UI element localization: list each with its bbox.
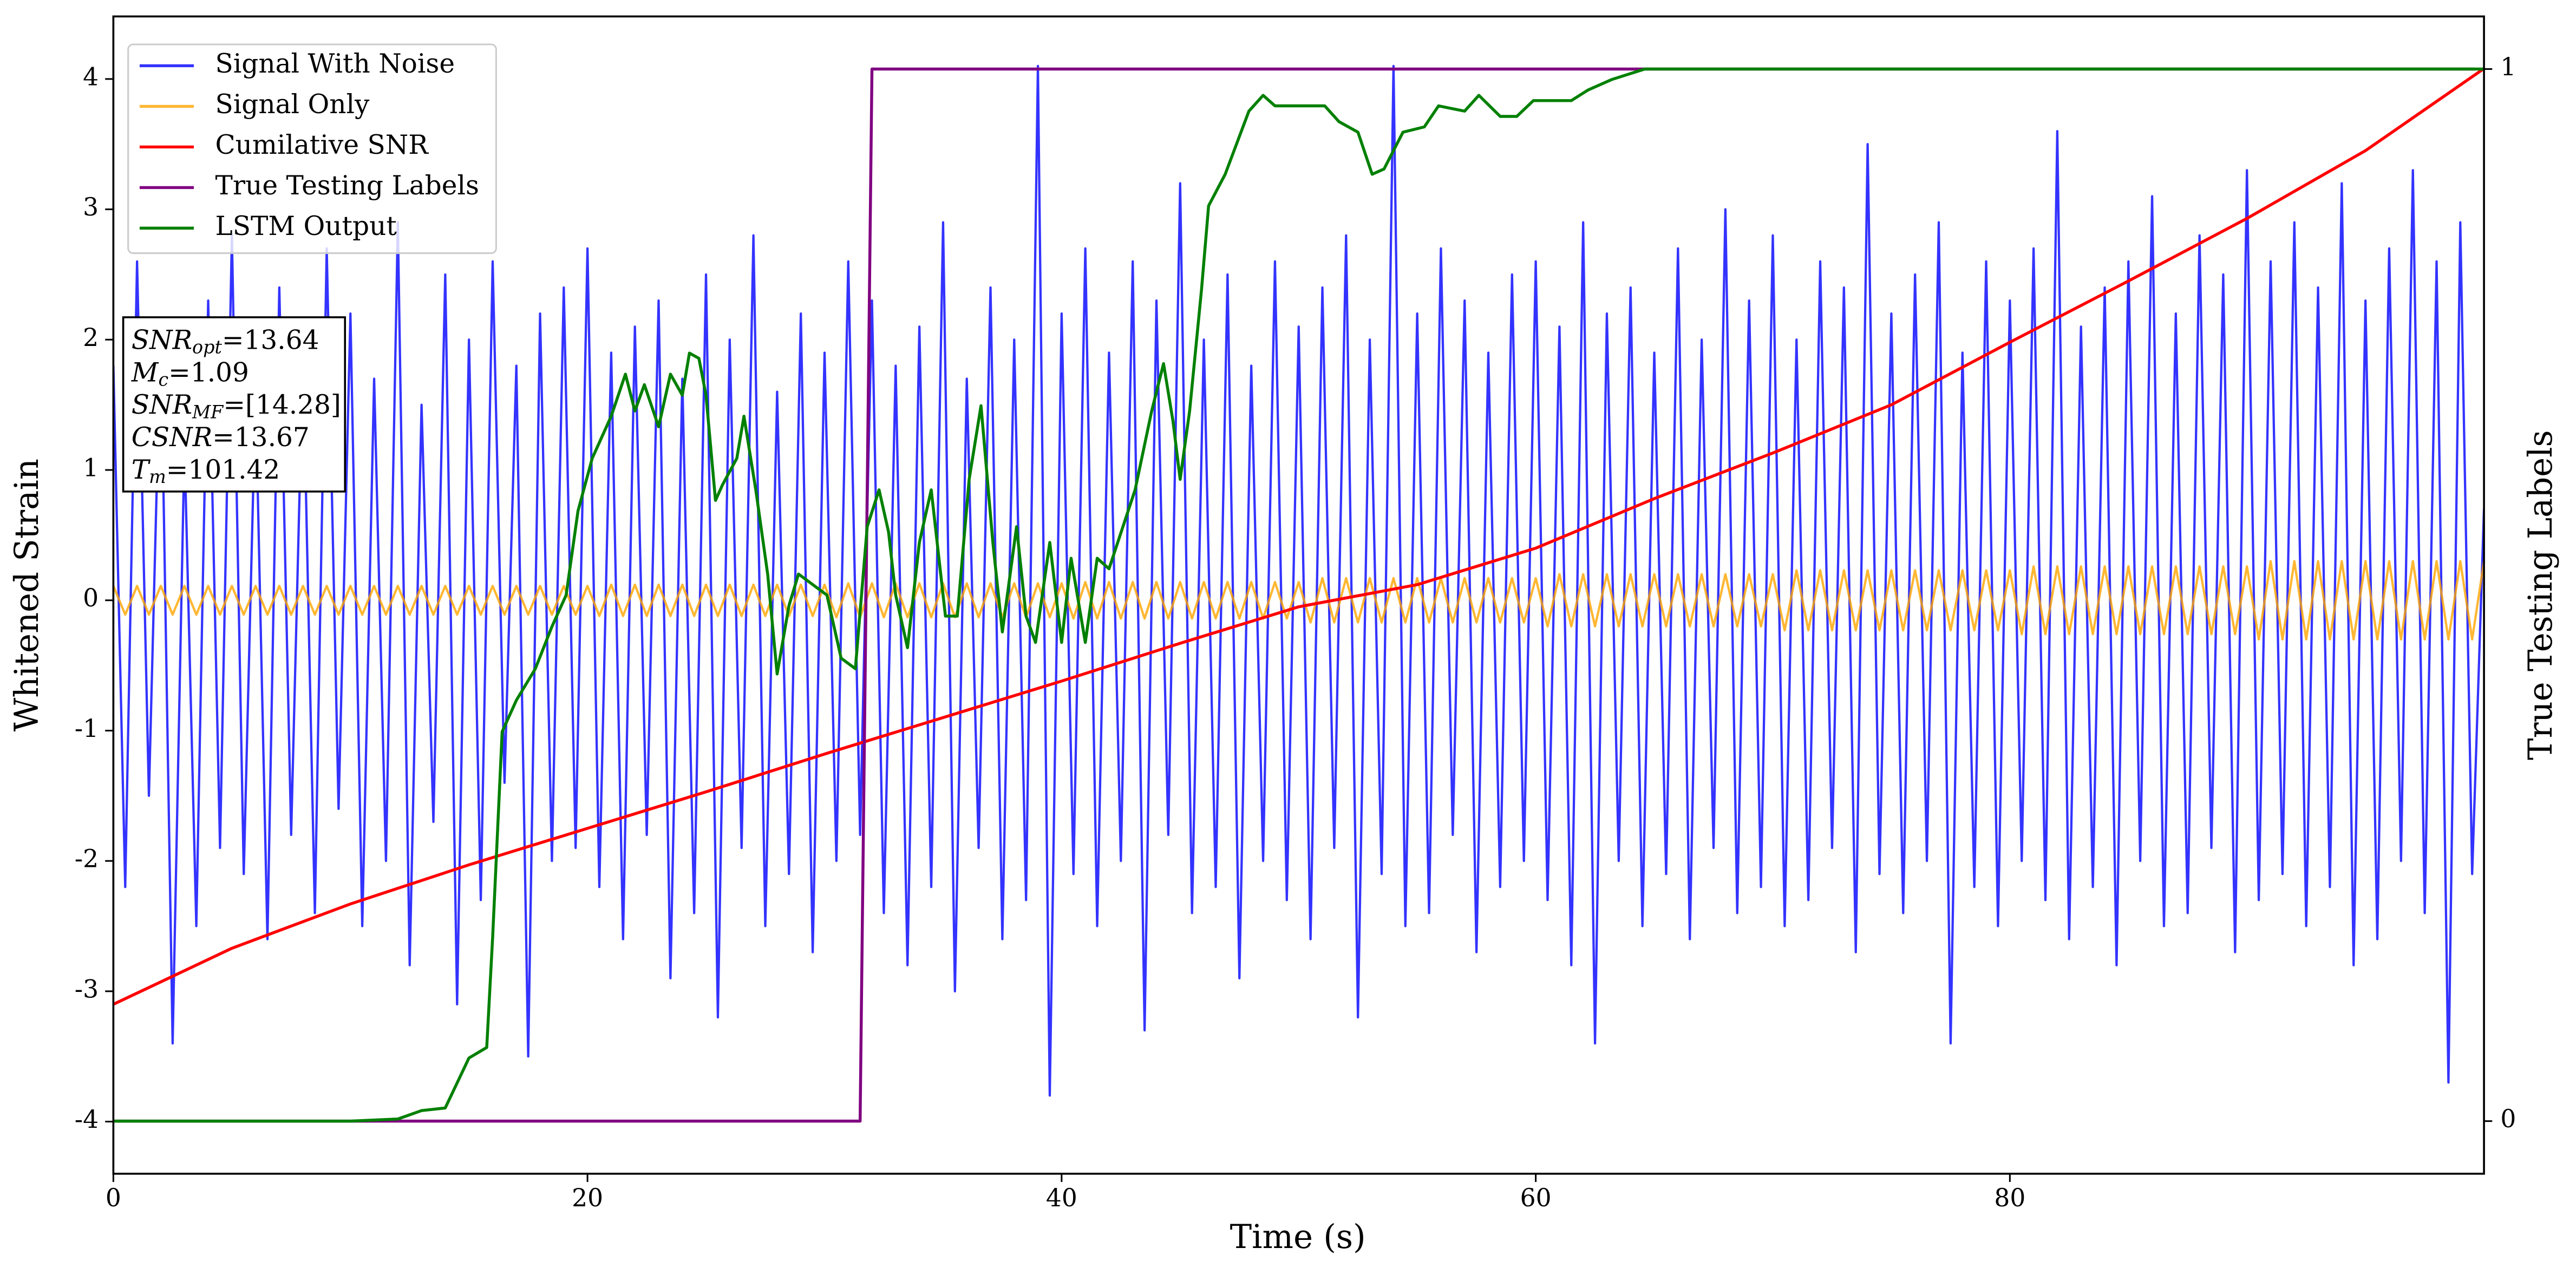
- y-tick-label: -1: [75, 714, 99, 743]
- annotation-value: =13.64: [222, 325, 319, 355]
- annotation-symbol: SNR: [132, 325, 192, 355]
- annotation-value: =1.09: [168, 357, 249, 388]
- y-tick-label: -2: [75, 845, 99, 873]
- annotation-value: =[14.28]: [223, 390, 341, 420]
- annotation-line: Mc=1.09: [131, 357, 249, 390]
- y2-axis-label: True Testing Labels: [2522, 430, 2560, 760]
- y-tick-label: -4: [75, 1105, 99, 1134]
- annotation-subscript: MF: [192, 401, 224, 422]
- legend-frame: [127, 43, 497, 254]
- series-line: [113, 560, 2485, 641]
- plot-area: [113, 64, 2485, 1123]
- annotation-subscript: opt: [192, 337, 222, 358]
- annotation-symbol: T: [132, 454, 151, 485]
- annotation-subscript: m: [149, 466, 166, 487]
- series-line: [113, 64, 2485, 1097]
- annotation-value: =13.67: [212, 422, 310, 452]
- legend-label: Signal Only: [215, 89, 370, 120]
- legend-label: Cumilative SNR: [215, 130, 429, 160]
- y-axis-label: Whitened Strain: [8, 459, 46, 731]
- y-tick-label: 4: [83, 62, 99, 91]
- y-tick-label: 3: [83, 193, 99, 221]
- x-axis-label: Time (s): [1230, 1218, 1366, 1256]
- x-tick-label: 0: [106, 1184, 121, 1212]
- annotation-line: CSNR=13.67: [132, 422, 310, 452]
- series-line: [113, 67, 2485, 1123]
- x-tick-label: 60: [1520, 1184, 1552, 1212]
- annotation-box: SNRopt=13.64Mc=1.09SNRMF=[14.28]CSNR=13.…: [122, 316, 346, 493]
- series-line: [113, 67, 2485, 1006]
- x-tick-label: 40: [1046, 1184, 1077, 1212]
- y-tick-label: 1: [83, 453, 99, 482]
- annotation-line: Tm=101.42: [132, 454, 280, 487]
- legend-label: True Testing Labels: [215, 171, 479, 201]
- annotation-value: =101.42: [166, 454, 280, 485]
- annotation-symbol: M: [131, 357, 159, 388]
- annotation-symbol: CSNR: [132, 422, 212, 452]
- y2-tick-label: 0: [2500, 1105, 2516, 1133]
- x-tick-label: 80: [1994, 1184, 2025, 1212]
- y-tick-label: 0: [83, 584, 99, 612]
- y2-tick-label: 1: [2500, 53, 2516, 81]
- annotation-symbol: SNR: [132, 390, 192, 420]
- annotation-frame: [122, 316, 346, 493]
- annotation-subscript: c: [158, 369, 168, 390]
- x-tick-label: 20: [572, 1184, 603, 1212]
- legend-label: LSTM Output: [215, 211, 397, 241]
- y-tick-label: 2: [83, 323, 99, 352]
- annotation-line: SNRMF=[14.28]: [132, 390, 341, 423]
- y-tick-label: -3: [75, 975, 99, 1003]
- legend-label: Signal With Noise: [215, 49, 455, 79]
- legend: Signal With Noise Signal Only Cumilative S…: [127, 43, 497, 254]
- annotation-line: SNRopt=13.64: [132, 325, 319, 358]
- axes-frame: [112, 15, 2485, 1175]
